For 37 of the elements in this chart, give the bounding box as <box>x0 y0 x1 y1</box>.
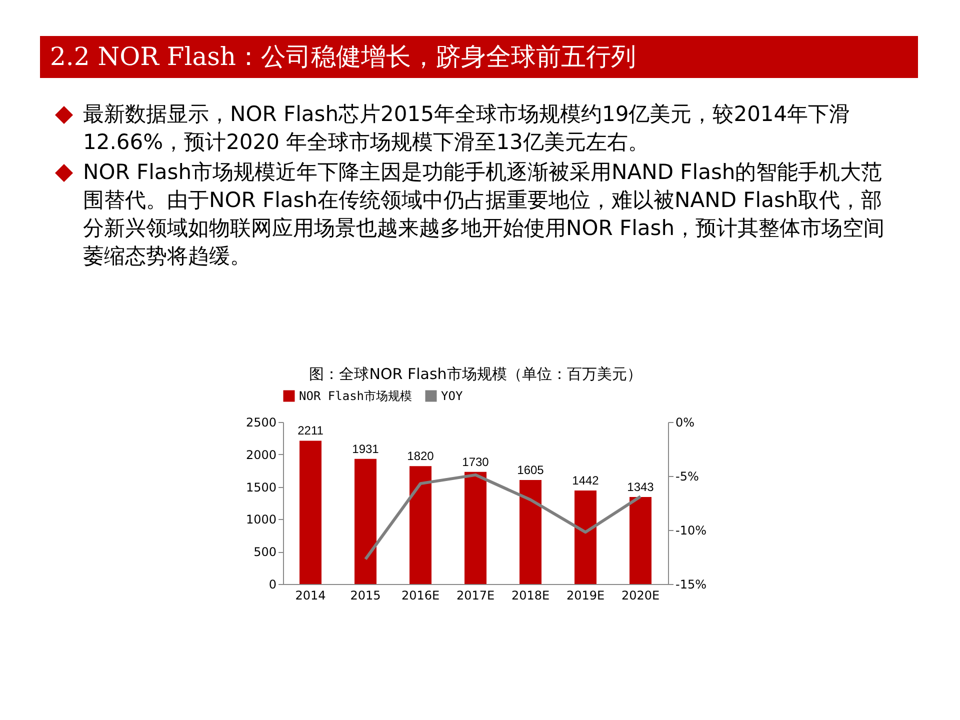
y-tick-label: 2500 <box>246 416 276 430</box>
text: NOR Flash市场规模近年下降主因是功能手机逐渐被采用NAND Flash的智能手机大范围替代。由于NOR Flash在传统领域中仍占据重要地位，难以被NAND Flash取代，部分新兴领域如物联网应用场景也越来越多地开始使用NOR Flash，预计其整体市场空间萎缩态势将趋缓。 <box>83 160 885 268</box>
x-tick-label: 2018E <box>511 588 550 602</box>
legend-label: YOY <box>441 389 464 403</box>
chart-title: 2.2 NOR Flash：公司稳健增长，跻身全球前五行列 <box>40 36 918 78</box>
chart-subtitle: 图：全球NOR Flash市场规模（单位：百万美元） <box>309 365 642 383</box>
bar <box>300 440 322 584</box>
y2-tick-label: 0% <box>676 416 695 430</box>
bar <box>520 480 542 584</box>
x-tick-label: 2014 <box>295 588 326 602</box>
y-tick-label: 500 <box>254 545 276 560</box>
data-label: 1442 <box>572 474 600 488</box>
x-tick-label: 2019E <box>566 588 605 602</box>
x-tick-label: 2020E <box>621 588 660 602</box>
x-tick-label: 2015 <box>350 588 381 602</box>
y-tick-label: 0 <box>268 578 276 592</box>
data-label: 1931 <box>352 442 380 456</box>
data-label: 2211 <box>298 424 324 438</box>
text: 最新数据显示，NOR Flash芯片2015年全球市场规模约19亿美元，较2014年下滑12.66%，预计2020 年全球市场规模下滑至13亿美元左右。 <box>83 102 850 154</box>
bar <box>410 466 432 584</box>
data-label: 1730 <box>462 454 490 469</box>
y-tick-label: 1500 <box>246 480 276 494</box>
y2-tick-label: -10% <box>676 524 707 538</box>
x-tick-label: 2016E <box>401 588 440 602</box>
legend-label: NOR Flash市场规模 <box>299 389 412 403</box>
bar <box>574 490 596 584</box>
bar <box>464 472 486 584</box>
bar <box>630 496 652 584</box>
y-tick-label: 2000 <box>246 448 276 462</box>
y2-tick-label: -5% <box>676 470 699 484</box>
data-label: 1605 <box>517 462 544 477</box>
x-tick-label: 2017E <box>456 588 495 602</box>
y2-tick-label: -15% <box>676 578 707 592</box>
bar <box>354 458 376 584</box>
data-label: 1343 <box>627 480 654 494</box>
y-tick-label: 1000 <box>246 512 276 527</box>
data-label: 1820 <box>407 449 434 464</box>
